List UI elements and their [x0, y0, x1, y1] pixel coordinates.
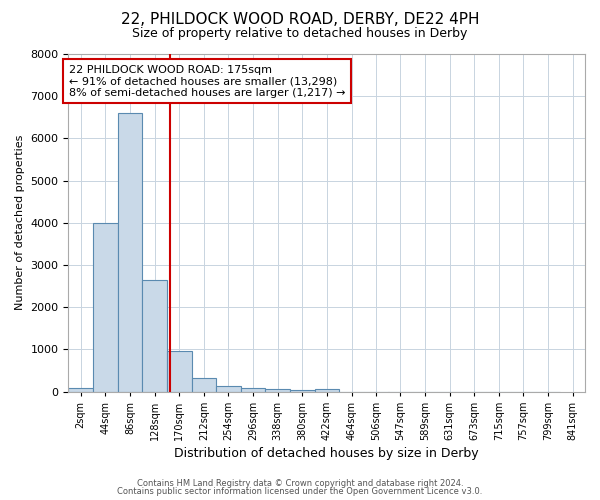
- Y-axis label: Number of detached properties: Number of detached properties: [15, 135, 25, 310]
- Bar: [68, 388, 93, 392]
- Text: 22 PHILDOCK WOOD ROAD: 175sqm
← 91% of detached houses are smaller (13,298)
8% o: 22 PHILDOCK WOOD ROAD: 175sqm ← 91% of d…: [69, 64, 346, 98]
- Bar: [167, 352, 191, 392]
- Bar: [93, 223, 118, 392]
- Bar: [118, 113, 142, 392]
- Bar: [191, 378, 216, 392]
- Bar: [216, 386, 241, 392]
- Text: 22, PHILDOCK WOOD ROAD, DERBY, DE22 4PH: 22, PHILDOCK WOOD ROAD, DERBY, DE22 4PH: [121, 12, 479, 28]
- Bar: [142, 280, 167, 392]
- Bar: [241, 388, 265, 392]
- Bar: [314, 389, 340, 392]
- Bar: [290, 390, 314, 392]
- Bar: [265, 390, 290, 392]
- Text: Contains public sector information licensed under the Open Government Licence v3: Contains public sector information licen…: [118, 487, 482, 496]
- Text: Contains HM Land Registry data © Crown copyright and database right 2024.: Contains HM Land Registry data © Crown c…: [137, 478, 463, 488]
- X-axis label: Distribution of detached houses by size in Derby: Distribution of detached houses by size …: [175, 447, 479, 460]
- Text: Size of property relative to detached houses in Derby: Size of property relative to detached ho…: [133, 28, 467, 40]
